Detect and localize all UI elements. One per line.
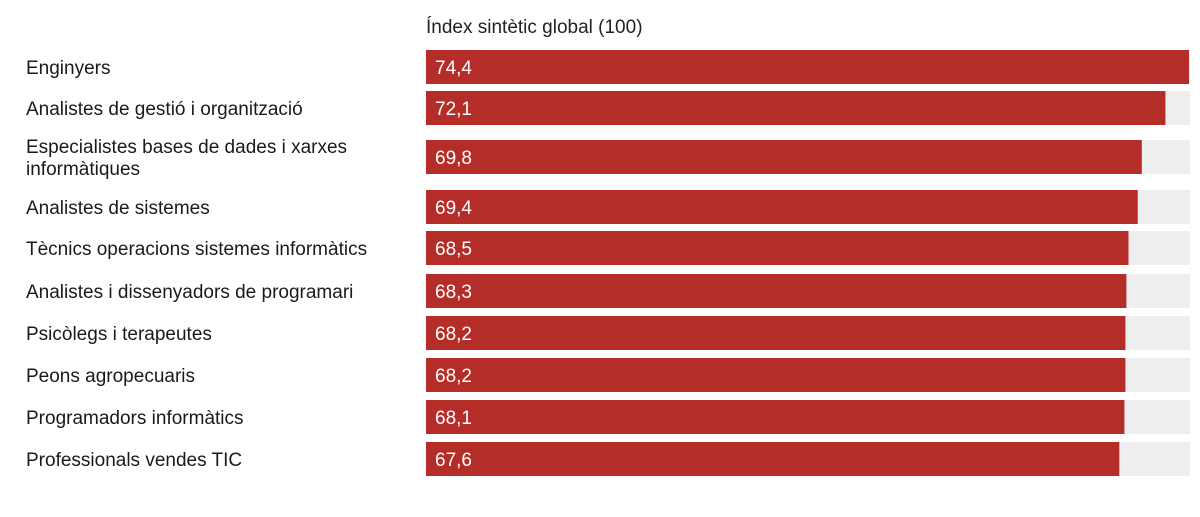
bar [426,316,1126,350]
value-label: 69,8 [435,148,472,169]
value-label: 74,4 [435,58,472,79]
category-label: Psicòlegs i terapeutes [26,324,212,345]
bar [426,50,1189,84]
category-label: Analistes i dissenyadors de programari [26,282,353,303]
category-label: Peons agropecuaris [26,366,195,387]
bar [426,400,1125,434]
value-label: 68,2 [435,366,472,387]
category-label: Enginyers [26,58,111,79]
category-label: Especialistes bases de dades i xarxes inf… [26,137,347,180]
column-header: Índex sintètic global (100) [426,17,643,38]
category-label: Professionals vendes TIC [26,450,242,471]
bar [426,358,1126,392]
bar [426,442,1120,476]
category-label: Analistes de sistemes [26,198,210,219]
value-label: 68,2 [435,324,472,345]
category-label: Analistes de gestió i organització [26,99,303,120]
category-label: Tècnics operacions sistemes informàtics [26,239,367,260]
value-label: 68,3 [435,282,472,303]
category-label: Programadors informàtics [26,408,244,429]
bar [426,231,1129,265]
value-label: 68,5 [435,239,472,260]
bar [426,91,1166,125]
bar [426,274,1127,308]
bar [426,140,1142,174]
bar [426,190,1138,224]
value-label: 69,4 [435,198,472,219]
value-label: 68,1 [435,408,472,429]
value-label: 67,6 [435,450,472,471]
value-label: 72,1 [435,99,472,120]
